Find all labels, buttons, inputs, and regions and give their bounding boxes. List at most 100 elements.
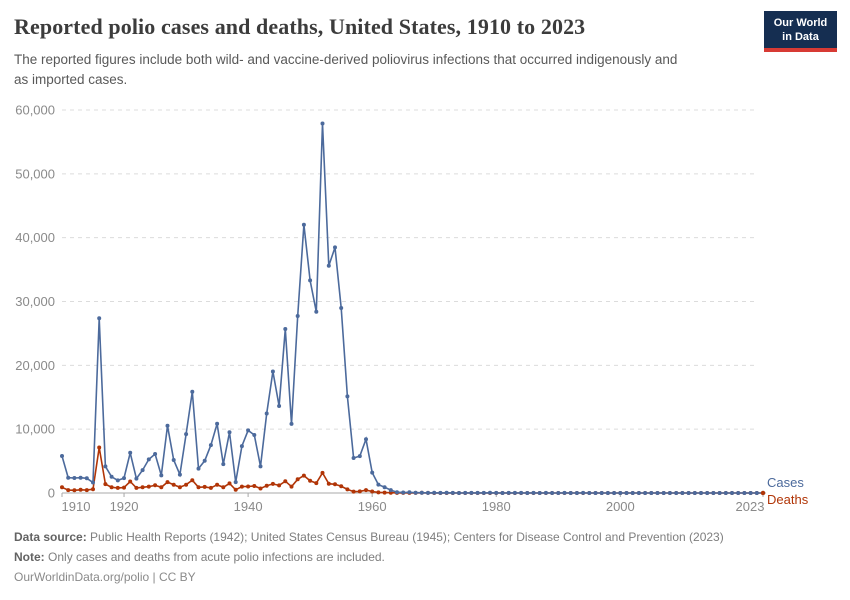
data-point[interactable] <box>60 454 64 458</box>
cases-series[interactable] <box>60 121 765 496</box>
data-point[interactable] <box>605 491 610 495</box>
data-point[interactable] <box>587 491 592 495</box>
data-point[interactable] <box>277 483 282 488</box>
data-point[interactable] <box>556 491 561 495</box>
data-point[interactable] <box>457 491 461 495</box>
data-point[interactable] <box>475 490 480 495</box>
data-point[interactable] <box>270 481 275 486</box>
data-point[interactable] <box>339 306 344 310</box>
data-point[interactable] <box>140 485 145 490</box>
data-point[interactable] <box>109 485 114 490</box>
data-point[interactable] <box>612 491 617 495</box>
data-point[interactable] <box>370 489 375 494</box>
data-point[interactable] <box>122 485 126 490</box>
data-point[interactable] <box>326 263 331 268</box>
data-point[interactable] <box>661 491 666 495</box>
data-point[interactable] <box>277 404 282 408</box>
data-point[interactable] <box>711 491 716 495</box>
legend-label-cases[interactable]: Cases <box>767 475 804 490</box>
data-point[interactable] <box>469 490 474 495</box>
data-point[interactable] <box>301 222 306 227</box>
data-point[interactable] <box>165 423 170 428</box>
data-point[interactable] <box>246 428 251 433</box>
data-point[interactable] <box>401 490 406 495</box>
data-point[interactable] <box>370 470 375 475</box>
data-point[interactable] <box>196 466 201 471</box>
data-point[interactable] <box>655 491 660 495</box>
data-point[interactable] <box>630 491 635 495</box>
data-point[interactable] <box>593 491 598 495</box>
data-point[interactable] <box>537 491 542 495</box>
data-point[interactable] <box>333 482 337 487</box>
data-point[interactable] <box>382 485 387 490</box>
data-point[interactable] <box>519 490 524 495</box>
data-point[interactable] <box>413 490 418 495</box>
data-point[interactable] <box>97 445 102 450</box>
data-point[interactable] <box>295 314 300 318</box>
data-point[interactable] <box>308 478 313 483</box>
data-point[interactable] <box>146 457 151 462</box>
data-point[interactable] <box>357 489 362 494</box>
data-point[interactable] <box>270 369 275 374</box>
data-point[interactable] <box>146 484 151 489</box>
legend-label-deaths[interactable]: Deaths <box>767 492 809 507</box>
data-point[interactable] <box>221 462 226 467</box>
data-point[interactable] <box>326 481 331 486</box>
data-point[interactable] <box>320 470 325 475</box>
owid-logo[interactable]: Our World in Data <box>764 11 837 52</box>
data-point[interactable] <box>376 482 381 487</box>
data-point[interactable] <box>525 491 530 495</box>
data-point[interactable] <box>488 490 492 495</box>
data-point[interactable] <box>543 490 548 495</box>
data-point[interactable] <box>134 476 139 481</box>
data-point[interactable] <box>574 491 579 495</box>
data-point[interactable] <box>78 487 83 492</box>
data-point[interactable] <box>171 482 176 487</box>
data-point[interactable] <box>500 491 505 495</box>
data-point[interactable] <box>289 421 294 426</box>
data-point[interactable] <box>463 490 468 495</box>
data-point[interactable] <box>258 464 263 469</box>
data-point[interactable] <box>184 432 189 437</box>
data-point[interactable] <box>153 452 158 456</box>
data-point[interactable] <box>103 464 108 469</box>
data-point[interactable] <box>103 482 108 487</box>
data-point[interactable] <box>115 485 120 490</box>
data-point[interactable] <box>314 309 319 314</box>
data-point[interactable] <box>730 491 734 495</box>
deaths-series[interactable] <box>60 445 765 496</box>
data-point[interactable] <box>190 478 195 483</box>
data-point[interactable] <box>221 485 226 490</box>
data-point[interactable] <box>227 430 232 435</box>
data-point[interactable] <box>481 490 486 495</box>
data-point[interactable] <box>202 458 207 463</box>
data-point[interactable] <box>233 480 238 485</box>
data-point[interactable] <box>122 476 126 481</box>
data-point[interactable] <box>215 482 220 487</box>
data-point[interactable] <box>190 389 195 394</box>
data-point[interactable] <box>314 481 319 486</box>
data-point[interactable] <box>754 491 759 495</box>
data-point[interactable] <box>364 437 368 442</box>
data-point[interactable] <box>320 121 325 126</box>
data-point[interactable] <box>419 490 424 495</box>
deaths-line[interactable] <box>61 447 763 494</box>
data-point[interactable] <box>177 472 182 477</box>
data-point[interactable] <box>717 491 722 495</box>
data-point[interactable] <box>78 475 83 480</box>
data-point[interactable] <box>159 485 164 490</box>
data-point[interactable] <box>618 491 623 495</box>
data-point[interactable] <box>239 444 244 449</box>
data-point[interactable] <box>444 490 449 495</box>
data-point[interactable] <box>699 491 703 495</box>
data-point[interactable] <box>97 316 102 321</box>
data-point[interactable] <box>84 476 89 481</box>
data-point[interactable] <box>426 490 430 495</box>
data-point[interactable] <box>705 491 710 495</box>
data-point[interactable] <box>308 278 313 283</box>
data-point[interactable] <box>208 443 213 448</box>
data-point[interactable] <box>91 487 95 492</box>
data-point[interactable] <box>60 485 64 490</box>
data-point[interactable] <box>115 478 120 483</box>
cases-line[interactable] <box>61 123 763 494</box>
